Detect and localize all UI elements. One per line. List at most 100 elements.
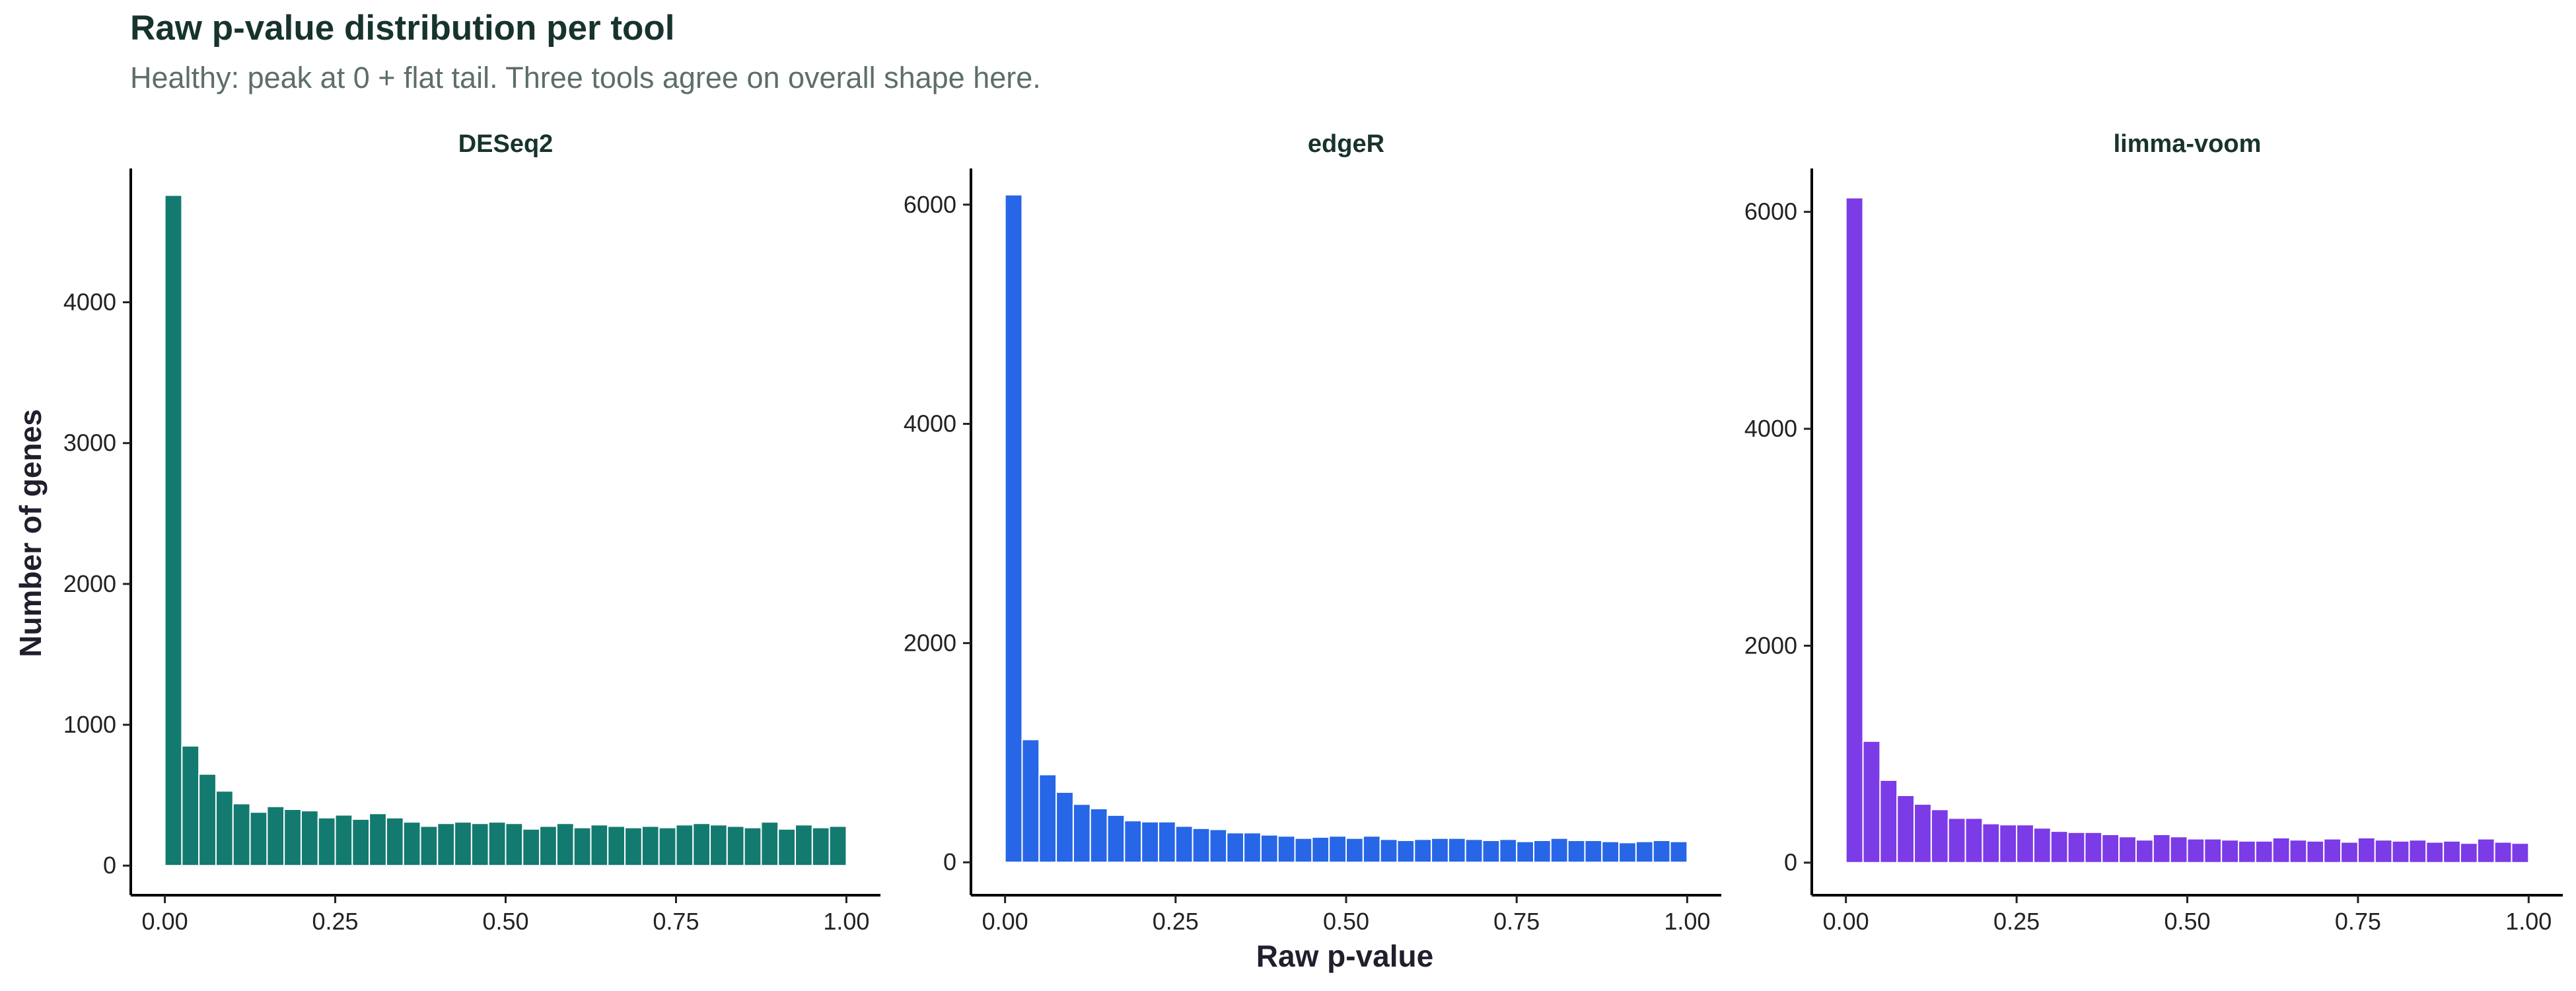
- histogram-bar: [624, 826, 643, 867]
- histogram-bar: [1584, 840, 1603, 863]
- panel-limma-voom: limma-voom 0 2000 4000 6000 0.00 0.25 0.50 0.75 1…: [1744, 130, 2563, 935]
- histogram-bar: [1226, 832, 1245, 863]
- histogram-bar: [402, 821, 421, 867]
- histogram-bar: [1930, 809, 1949, 863]
- histogram-bar: [419, 825, 439, 867]
- histogram-bar: [1379, 838, 1398, 863]
- histogram-bar: [675, 824, 694, 867]
- histogram-bar: [2067, 831, 2086, 863]
- x-tick-label: 1.00: [823, 908, 869, 935]
- histogram-bar: [1601, 840, 1620, 863]
- x-tick-label: 0.75: [653, 908, 699, 935]
- histogram-bar: [1618, 842, 1637, 863]
- histogram-bar: [470, 823, 489, 867]
- histogram-bar: [539, 825, 557, 867]
- histogram-bar: [1260, 834, 1279, 863]
- histogram-bar: [1294, 837, 1313, 863]
- y-tick-label: 6000: [1744, 198, 1797, 225]
- histogram-bar: [1158, 821, 1176, 863]
- panel-edger: edgeR 0 2000 4000 6000 0.00 0.25 0.50 0.75 1.00: [904, 130, 1721, 935]
- histogram-bar: [658, 826, 677, 867]
- panel-title: edgeR: [1308, 130, 1384, 158]
- histogram-bar: [795, 824, 813, 867]
- histogram-bar: [2289, 839, 2308, 863]
- y-tick-label: 2000: [63, 570, 116, 597]
- histogram-bar: [1038, 774, 1057, 863]
- x-tick-label: 0.25: [312, 908, 359, 935]
- histogram-bar: [1669, 840, 1688, 863]
- y-tick-label: 4000: [1744, 415, 1797, 442]
- histogram-bar: [1243, 832, 1262, 863]
- histogram-bar: [487, 821, 507, 867]
- histogram-bar: [2254, 840, 2273, 863]
- histogram-bar: [1106, 814, 1126, 863]
- histogram-bar: [2306, 840, 2325, 863]
- histogram-bar: [1141, 821, 1159, 863]
- histogram-bar: [1550, 837, 1569, 863]
- histogram-bar: [1914, 803, 1932, 863]
- histogram-bar: [1396, 840, 1415, 863]
- histogram-bar: [726, 825, 745, 867]
- histogram-bar: [2272, 836, 2291, 863]
- histogram-bar: [743, 826, 762, 867]
- histogram-bar: [641, 825, 660, 867]
- histogram-bar: [2374, 839, 2393, 863]
- histogram-bar: [1533, 840, 1552, 863]
- histogram-bar: [692, 823, 711, 867]
- histogram-bar: [2118, 836, 2137, 863]
- x-tick-label: 0.75: [1493, 908, 1540, 935]
- histogram-bar: [709, 824, 728, 867]
- histogram-bar: [2476, 838, 2495, 863]
- y-tick-label: 0: [103, 852, 116, 879]
- x-tick-label: 0.75: [2335, 908, 2381, 935]
- histogram-bar: [1845, 197, 1864, 863]
- histogram-bar: [1124, 820, 1143, 863]
- histogram-bar: [232, 803, 251, 867]
- histogram-bar: [2459, 842, 2478, 863]
- histogram-bar: [198, 773, 217, 867]
- histogram-bar: [2493, 841, 2513, 863]
- histogram-bar: [2050, 830, 2069, 863]
- y-tick-label: 4000: [904, 410, 956, 437]
- histogram-bar: [522, 828, 541, 867]
- x-tick-label: 1.00: [1664, 908, 1710, 935]
- histogram-bar: [1464, 838, 1484, 863]
- histogram-bar: [2511, 842, 2530, 863]
- x-tick-label: 0.00: [1823, 908, 1869, 935]
- histogram-bar: [1652, 840, 1671, 863]
- histogram-bar: [215, 790, 234, 867]
- y-tick-label: 1000: [63, 711, 116, 738]
- histogram-bar: [555, 823, 575, 867]
- histogram-bar: [266, 805, 285, 867]
- histogram-bar: [164, 194, 183, 867]
- x-tick-label: 0.50: [1323, 908, 1369, 935]
- histogram-bar: [1192, 827, 1211, 863]
- panel-title: DESeq2: [458, 130, 554, 158]
- histogram-bar: [2443, 840, 2461, 863]
- histogram-bar: [1567, 840, 1586, 863]
- histogram-bar: [369, 813, 387, 867]
- histogram-bar: [1431, 837, 1449, 863]
- histogram-bar: [1174, 825, 1194, 863]
- histogram-bar: [1635, 840, 1654, 863]
- histogram-bar: [1413, 838, 1433, 863]
- histogram-bar: [607, 825, 626, 867]
- histogram-bar: [573, 826, 592, 867]
- histogram-bar: [2203, 838, 2223, 863]
- y-tick-label: 2000: [904, 629, 956, 656]
- histogram-bar: [2101, 834, 2120, 863]
- histogram-bar: [1999, 824, 2018, 863]
- histogram-bar: [1862, 740, 1881, 863]
- x-tick-label: 0.00: [142, 908, 188, 935]
- histogram-bar: [2323, 838, 2342, 863]
- histogram-bar: [1947, 817, 1966, 863]
- histogram-bar: [437, 823, 456, 867]
- histogram-bar: [2169, 836, 2188, 863]
- x-axis-title: Raw p-value: [1256, 939, 1433, 973]
- histogram-bar: [2391, 840, 2410, 863]
- panel-title: limma-voom: [2114, 130, 2262, 158]
- histogram-bar: [811, 826, 830, 867]
- y-tick-label: 0: [943, 848, 956, 875]
- histogram-bar: [2238, 840, 2256, 863]
- histogram-bar: [2357, 836, 2376, 863]
